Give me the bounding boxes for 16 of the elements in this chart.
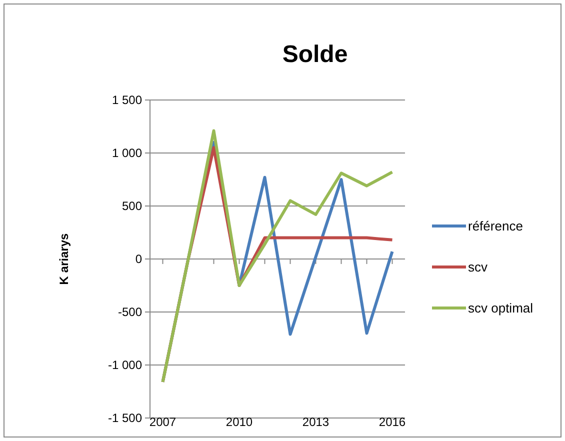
x-tick-label: 2016	[378, 415, 406, 429]
y-tick-label: 1 000	[112, 146, 142, 160]
y-tick-label: -1 000	[108, 358, 142, 372]
y-tick-label: -1 500	[108, 411, 142, 426]
y-tick-label: 1 500	[112, 93, 142, 108]
x-tick-label: 2010	[226, 415, 253, 429]
x-tick-label: 2007	[149, 415, 176, 429]
legend-label: scv	[468, 260, 488, 275]
x-tick-label: 2013	[302, 415, 330, 429]
y-tick-label: 500	[122, 199, 142, 214]
y-tick-label: 0	[135, 252, 142, 266]
legend-label: scv optimal	[468, 300, 534, 316]
y-axis-title: K ariarys	[57, 232, 71, 285]
chart-title: Solde	[282, 41, 348, 68]
y-tick-label: -500	[118, 305, 142, 320]
legend-label: référence	[468, 218, 523, 234]
